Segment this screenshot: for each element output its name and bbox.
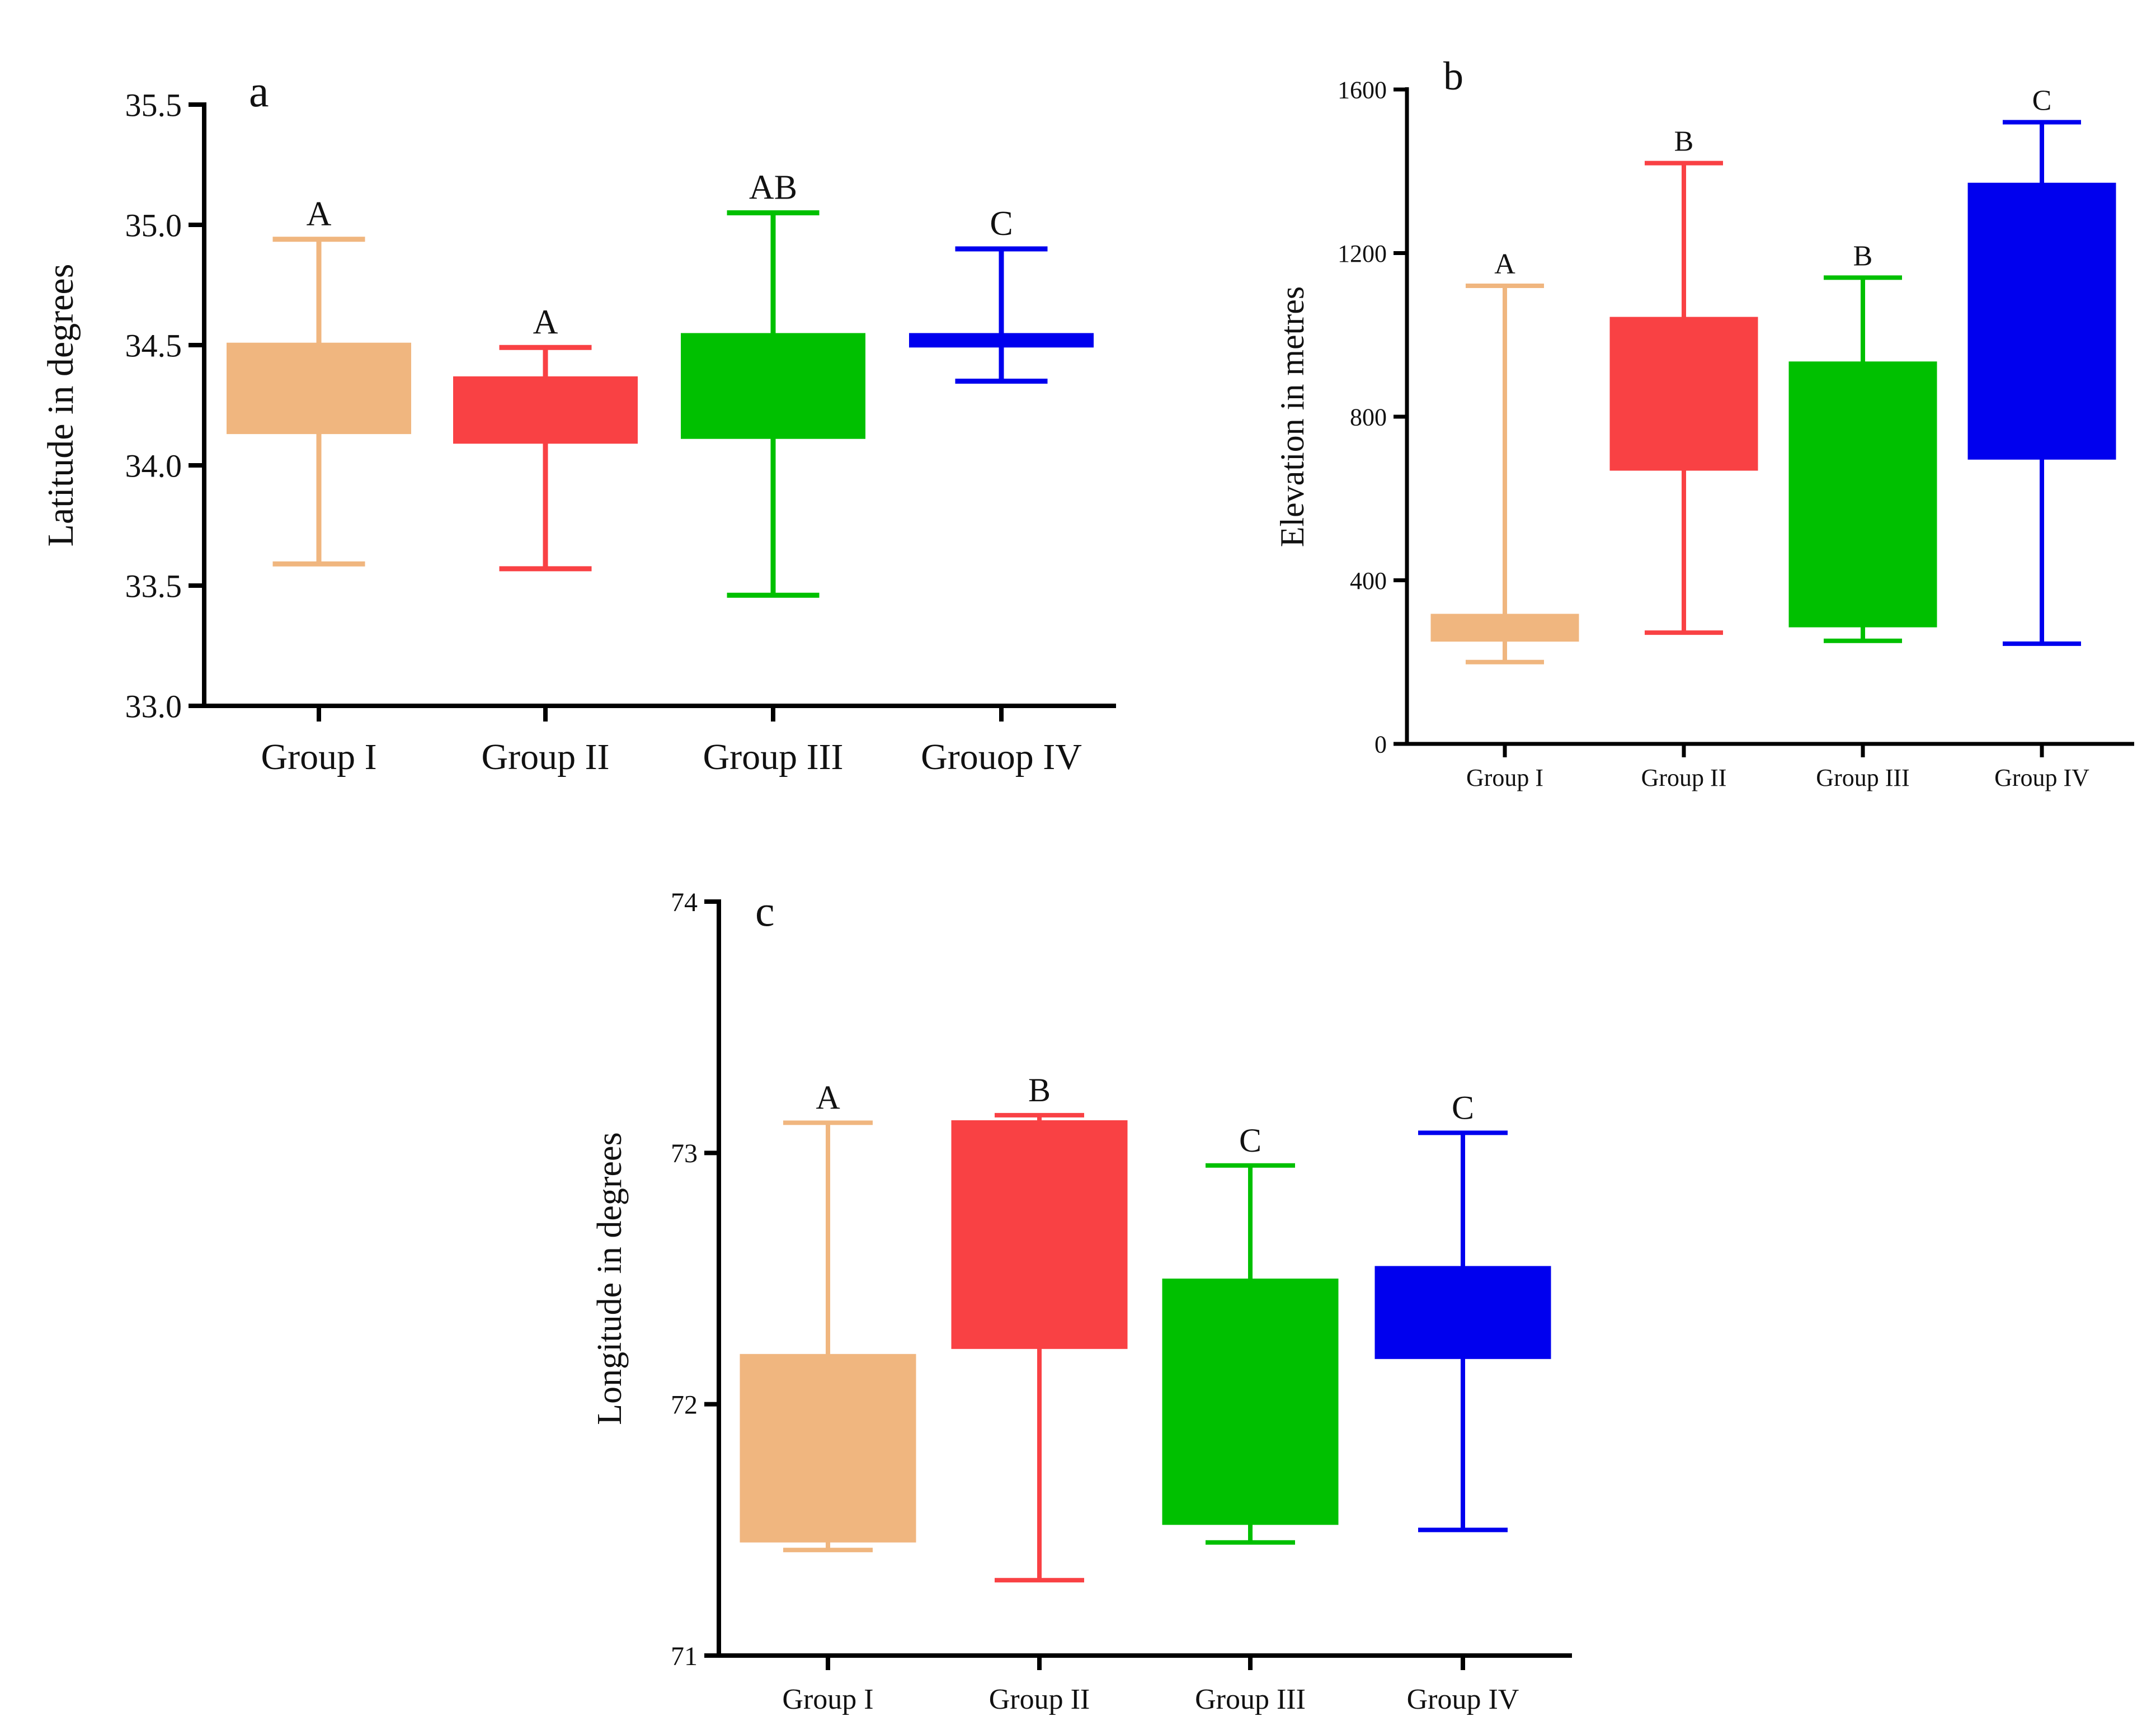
x-tick-label: Group II bbox=[1641, 764, 1727, 791]
y-tick-label: 73 bbox=[671, 1139, 698, 1168]
y-tick-label: 33.5 bbox=[125, 568, 182, 604]
panel-label: a bbox=[249, 67, 269, 116]
x-tick-label: Group I bbox=[261, 737, 376, 777]
box-group-3: AB Group III bbox=[681, 169, 865, 777]
chart-panel-b: 0 400 800 1200 1600 Elevation in metres b A Grou… bbox=[1274, 54, 2134, 791]
y-tick-label: 35.0 bbox=[125, 207, 182, 243]
box-iqr bbox=[1162, 1279, 1339, 1525]
y-tick-label: 34.0 bbox=[125, 447, 182, 484]
x-tick-label: Group III bbox=[1816, 764, 1909, 791]
box-group-1: A Group I bbox=[227, 195, 411, 777]
significance-letter: A bbox=[533, 303, 558, 341]
y-axis-label: Latitude in degrees bbox=[40, 264, 81, 547]
x-tick-label: Group III bbox=[1195, 1684, 1306, 1715]
x-tick-label: Grouop IV bbox=[921, 737, 1082, 777]
significance-letter: C bbox=[2032, 85, 2052, 117]
box-iqr bbox=[1374, 1266, 1551, 1359]
x-tick-label: Group II bbox=[481, 737, 609, 777]
box-group-2: B Group II bbox=[1609, 126, 1758, 791]
box-iqr bbox=[740, 1354, 916, 1543]
box-group-4: C Group IV bbox=[1374, 1089, 1551, 1715]
box-group-1: A Group I bbox=[740, 1079, 916, 1715]
box-iqr bbox=[1430, 614, 1579, 642]
box-iqr bbox=[453, 376, 638, 444]
significance-letter: A bbox=[307, 195, 332, 233]
significance-letter: C bbox=[990, 205, 1013, 243]
y-tick-label: 1200 bbox=[1338, 240, 1387, 267]
panel-label: b bbox=[1443, 54, 1463, 98]
y-axis-label: Elevation in metres bbox=[1274, 286, 1311, 548]
box-iqr bbox=[1609, 317, 1758, 471]
y-tick-label: 400 bbox=[1350, 567, 1387, 595]
box-group-3: B Group III bbox=[1788, 240, 1937, 791]
box-group-3: C Group III bbox=[1162, 1122, 1339, 1715]
y-tick-label: 34.5 bbox=[125, 327, 182, 364]
significance-letter: C bbox=[1239, 1122, 1261, 1159]
box-iqr bbox=[1788, 361, 1937, 628]
x-tick-label: Group IV bbox=[1994, 764, 2089, 791]
x-tick-label: Group I bbox=[1466, 764, 1543, 791]
y-axis-label: Longitude in degrees bbox=[591, 1132, 629, 1425]
x-tick-label: Group IV bbox=[1407, 1684, 1519, 1715]
y-tick-label: 1600 bbox=[1338, 76, 1387, 103]
x-tick-label: Group II bbox=[989, 1684, 1090, 1715]
chart-panel-c: 71 72 73 74 Longitude in degrees c A Group I B Gr… bbox=[591, 887, 1572, 1715]
box-group-1: A Group I bbox=[1430, 248, 1579, 791]
significance-letter: B bbox=[1674, 126, 1694, 158]
box-group-4: C Grouop IV bbox=[909, 205, 1094, 777]
box-iqr bbox=[227, 342, 411, 435]
significance-letter: AB bbox=[749, 169, 797, 207]
y-tick-label: 35.5 bbox=[125, 87, 182, 123]
y-tick-label: 0 bbox=[1374, 730, 1387, 758]
box-iqr bbox=[681, 333, 865, 439]
box-group-2: A Group II bbox=[453, 303, 638, 777]
y-tick-label: 72 bbox=[671, 1390, 698, 1420]
significance-letter: B bbox=[1028, 1072, 1051, 1109]
box-group-4: C Group IV bbox=[1967, 85, 2116, 791]
y-tick-label: 800 bbox=[1350, 403, 1387, 431]
y-tick-label: 33.0 bbox=[125, 688, 182, 724]
significance-letter: A bbox=[1494, 248, 1515, 280]
y-tick-label: 71 bbox=[671, 1642, 698, 1671]
x-tick-label: Group III bbox=[703, 737, 843, 777]
y-tick-label: 74 bbox=[671, 888, 698, 917]
x-tick-label: Group I bbox=[782, 1684, 873, 1715]
significance-letter: B bbox=[1853, 240, 1873, 272]
box-group-2: B Group II bbox=[951, 1072, 1128, 1715]
significance-letter: C bbox=[1452, 1089, 1474, 1126]
box-iqr bbox=[1967, 182, 2116, 460]
box-iqr bbox=[909, 333, 1094, 348]
significance-letter: A bbox=[816, 1079, 840, 1116]
panel-label: c bbox=[755, 887, 775, 935]
chart-panel-a: 33.0 33.5 34.0 34.5 35.0 35.5 Latitude in degr… bbox=[40, 67, 1116, 777]
box-iqr bbox=[951, 1120, 1128, 1349]
